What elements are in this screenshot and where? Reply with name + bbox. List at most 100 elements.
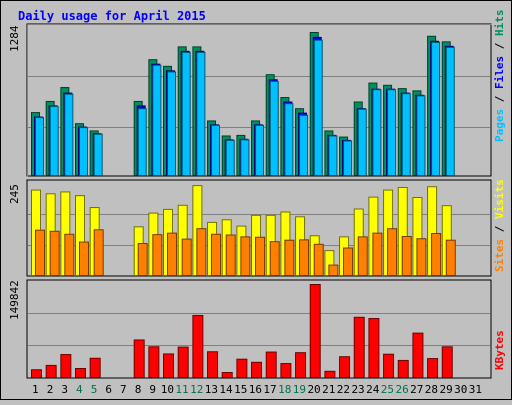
- x-tick-label: 30: [454, 383, 467, 396]
- bar-sites-day-8: [137, 243, 148, 277]
- bar-pages-day-10: [167, 71, 177, 176]
- bar-kbytes-day-2: [45, 364, 57, 378]
- bar-sites-day-20: [313, 243, 324, 277]
- bar-pages-day-2: [49, 105, 59, 176]
- x-tick-label: 31: [469, 383, 482, 396]
- legend-pages: Pages: [493, 109, 506, 142]
- bar-kbytes-day-4: [75, 368, 87, 378]
- bar-pages-day-8: [137, 108, 147, 176]
- bar-kbytes-day-19: [295, 352, 307, 379]
- bar-kbytes-day-11: [177, 346, 189, 378]
- bar-pages-day-18: [284, 103, 294, 176]
- bar-kbytes-day-28: [427, 358, 439, 379]
- bar-kbytes-day-29: [441, 346, 453, 379]
- bar-sites-day-19: [299, 239, 310, 276]
- svg-text:Sites / Visits: Sites / Visits: [493, 179, 506, 272]
- x-tick-label: 8: [135, 383, 142, 396]
- bar-pages-day-29: [445, 46, 455, 176]
- bar-pages-day-11: [181, 51, 191, 177]
- bar-sites-day-25: [387, 228, 398, 276]
- legend-bottom: KBytes: [493, 330, 506, 370]
- x-tick-label: 9: [149, 383, 156, 396]
- x-tick-label: 26: [395, 383, 408, 396]
- bar-sites-day-22: [343, 247, 354, 276]
- bar-sites-day-21: [328, 264, 339, 277]
- bar-kbytes-day-15: [236, 358, 248, 378]
- x-tick-label: 27: [410, 383, 423, 396]
- x-tick-label: 15: [234, 383, 247, 396]
- x-tick-label: 6: [105, 383, 112, 396]
- bar-kbytes-day-25: [383, 353, 395, 379]
- bar-kbytes-day-21: [324, 370, 336, 378]
- x-tick-label: 22: [337, 383, 350, 396]
- x-tick-label: 23: [351, 383, 364, 396]
- legend-hits: Hits: [493, 10, 506, 37]
- bar-kbytes-day-23: [353, 316, 365, 379]
- x-tick-label: 24: [366, 383, 380, 396]
- bar-sites-day-1: [35, 229, 45, 276]
- x-tick-label: 28: [425, 383, 438, 396]
- bar-kbytes-day-16: [251, 361, 263, 378]
- legend-kbytes: KBytes: [493, 330, 506, 370]
- x-tick-label: 13: [205, 383, 218, 396]
- bar-kbytes-day-26: [397, 359, 409, 378]
- bar-sites-day-12: [196, 228, 207, 276]
- x-tick-label: 11: [175, 383, 188, 396]
- bar-kbytes-day-13: [207, 351, 219, 378]
- x-tick-label: 25: [381, 383, 394, 396]
- bar-pages-day-26: [401, 93, 411, 176]
- x-tick-label: 19: [293, 383, 306, 396]
- x-tick-label: 4: [76, 383, 83, 396]
- x-tick-label: 17: [263, 383, 276, 396]
- x-tick-label: 20: [307, 383, 320, 396]
- bar-pages-day-23: [357, 108, 367, 176]
- bar-pages-day-24: [372, 89, 382, 176]
- x-tick-label: 10: [161, 383, 174, 396]
- bar-pages-day-13: [211, 124, 221, 176]
- bar-sites-day-18: [284, 239, 295, 276]
- ymax-middle: 245: [8, 184, 21, 204]
- bar-sites-day-9: [152, 234, 163, 276]
- x-tick-label: 14: [219, 383, 233, 396]
- bar-pages-day-16: [255, 124, 265, 176]
- legend-sites: Sites: [493, 239, 506, 272]
- bar-sites-day-13: [211, 233, 222, 276]
- legend-middle: Sites / Visits: [493, 179, 506, 272]
- bar-sites-day-29: [445, 239, 456, 276]
- bar-kbytes-day-14: [221, 372, 233, 378]
- x-tick-label: 3: [61, 383, 68, 396]
- legend-top: Pages / Files / Hits: [493, 10, 506, 143]
- bar-pages-day-3: [64, 93, 74, 176]
- x-tick-label: 1: [32, 383, 39, 396]
- legend-files: Files: [493, 56, 506, 89]
- x-tick-label: 29: [439, 383, 452, 396]
- bar-sites-day-16: [255, 236, 266, 276]
- svg-text:Pages / Files / Hits: Pages / Files / Hits: [493, 10, 506, 143]
- x-tick-label: 2: [47, 383, 54, 396]
- bar-kbytes-day-5: [89, 357, 101, 379]
- bar-sites-day-27: [416, 238, 427, 277]
- bar-pages-day-14: [225, 139, 235, 177]
- bar-pages-day-17: [269, 80, 279, 176]
- bar-pages-day-4: [79, 127, 89, 177]
- bar-sites-day-26: [401, 236, 412, 276]
- bar-kbytes-day-12: [192, 314, 204, 379]
- bar-sites-day-2: [49, 230, 60, 277]
- bar-pages-day-15: [240, 139, 250, 177]
- ymax-top: 1284: [8, 25, 21, 52]
- bar-pages-day-22: [343, 140, 353, 177]
- x-tick-label: 21: [322, 383, 335, 396]
- bar-pages-day-12: [196, 51, 206, 177]
- x-tick-label: 7: [120, 383, 127, 396]
- bar-kbytes-day-22: [339, 356, 351, 378]
- bar-kbytes-day-18: [280, 363, 292, 378]
- bar-pages-day-19: [299, 114, 309, 176]
- bar-kbytes-day-20: [309, 284, 321, 378]
- bar-sites-day-15: [240, 236, 251, 276]
- bar-kbytes-day-3: [60, 354, 72, 378]
- bar-pages-day-27: [416, 95, 426, 176]
- x-tick-label: 18: [278, 383, 291, 396]
- bar-sites-day-23: [357, 236, 368, 276]
